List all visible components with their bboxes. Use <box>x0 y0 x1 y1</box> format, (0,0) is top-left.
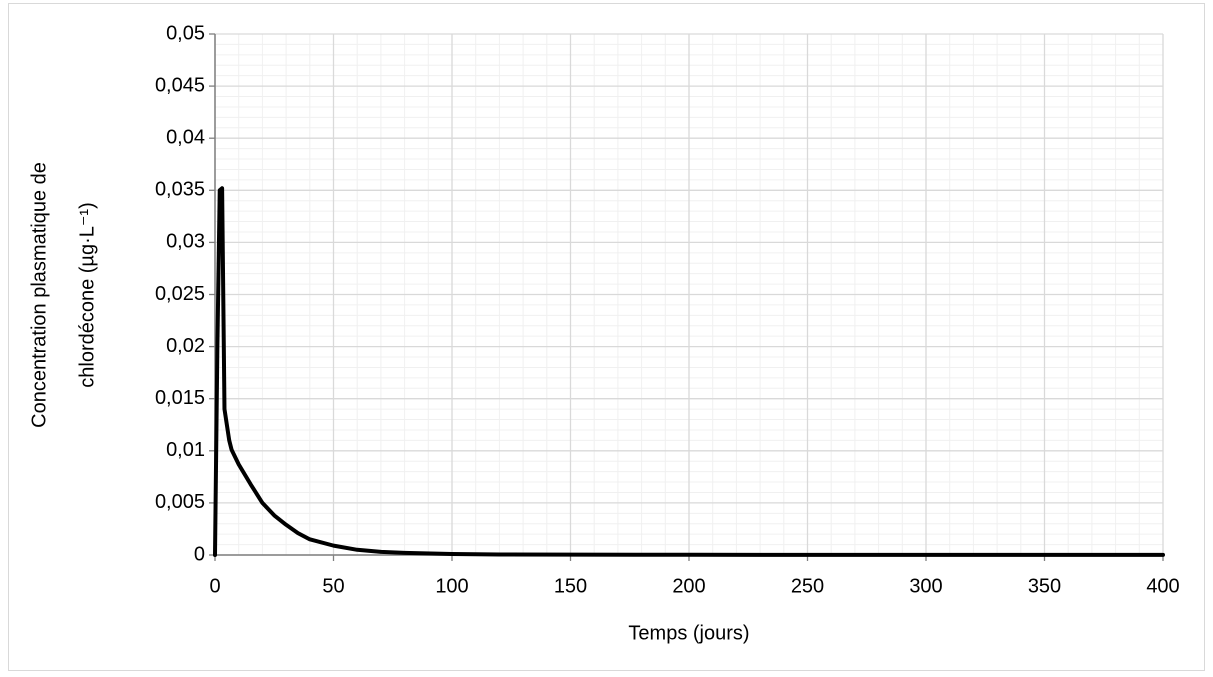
y-tick-label: 0,05 <box>166 22 205 44</box>
chart-border <box>8 3 1205 671</box>
x-tick-label: 0 <box>209 575 220 597</box>
y-tick-label: 0,045 <box>155 74 205 96</box>
x-tick-label: 250 <box>791 575 824 597</box>
y-axis-label-line: chlordécone (µg·L⁻¹) <box>76 202 98 388</box>
data-line <box>213 186 1165 557</box>
x-axis-label: Temps (jours) <box>628 622 749 644</box>
y-tick-label: 0,03 <box>166 231 205 253</box>
y-axis-label: Concentration plasmatique de chlordécone… <box>28 162 98 428</box>
x-tick-label: 100 <box>435 575 468 597</box>
y-tick-label: 0,035 <box>155 179 205 201</box>
y-tick-label: 0,025 <box>155 283 205 305</box>
y-axis-label-line: Concentration plasmatique de <box>28 162 50 428</box>
y-tick-label: 0,01 <box>166 439 205 461</box>
x-tick-label: 300 <box>909 575 942 597</box>
x-tick-label: 350 <box>1028 575 1061 597</box>
x-tick-label: 50 <box>322 575 344 597</box>
y-tick-label: 0,04 <box>166 126 205 148</box>
x-tick-label: 200 <box>672 575 705 597</box>
y-tick-label: 0,02 <box>166 335 205 357</box>
x-tick-label: 150 <box>554 575 587 597</box>
x-tick-label: 400 <box>1146 575 1179 597</box>
y-tick-label: 0,005 <box>155 491 205 513</box>
y-tick-label: 0 <box>194 543 205 565</box>
y-tick-label: 0,015 <box>155 387 205 409</box>
